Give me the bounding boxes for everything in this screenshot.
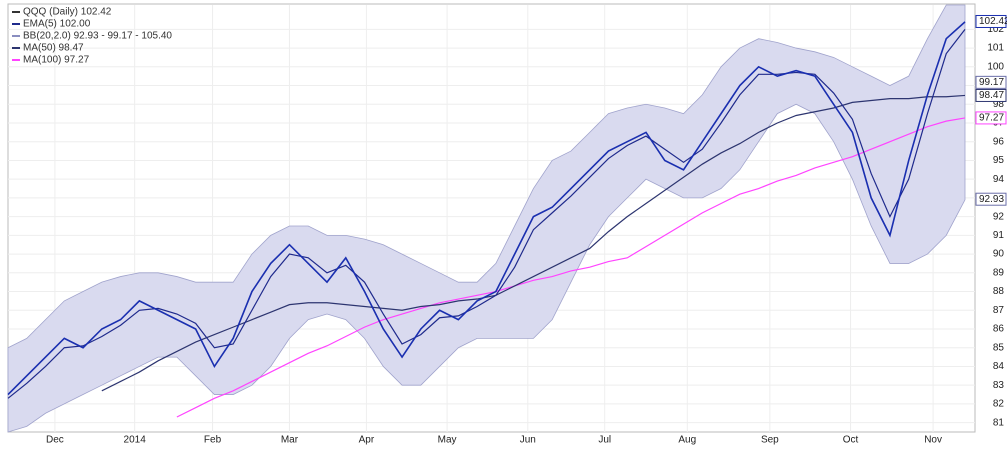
x-tick-label: Apr xyxy=(359,435,375,446)
y-tick-label: 92 xyxy=(993,211,1005,222)
last-value-tag xyxy=(975,192,1007,206)
y-tick-label: 91 xyxy=(993,230,1005,241)
last-value-label: 102.42 xyxy=(979,16,1007,27)
last-value-tag xyxy=(975,88,1007,102)
last-value-label: 97.27 xyxy=(979,113,1004,124)
y-tick-label: 83 xyxy=(993,380,1005,391)
last-value-label: 92.93 xyxy=(979,194,1004,205)
y-tick-label: 90 xyxy=(993,249,1005,260)
y-tick-label: 100 xyxy=(987,61,1004,72)
x-tick-label: Feb xyxy=(204,435,222,446)
last-value-tag xyxy=(975,111,1007,125)
last-value-tag xyxy=(975,14,1007,28)
x-tick-label: Nov xyxy=(924,435,942,446)
x-tick-label: Oct xyxy=(843,435,859,446)
y-tick-label: 101 xyxy=(987,43,1004,54)
y-tick-label: 86 xyxy=(993,324,1005,335)
y-tick-label: 87 xyxy=(993,305,1005,316)
last-value-label: 99.17 xyxy=(979,77,1004,88)
y-tick-label: 84 xyxy=(993,361,1005,372)
y-tick-label: 98 xyxy=(993,99,1005,110)
x-tick-label: Jul xyxy=(598,435,611,446)
legend-label: BB(20,2.0) 92.93 - 99.17 - 105.40 xyxy=(23,31,172,42)
legend-label: MA(50) 98.47 xyxy=(23,43,84,54)
y-tick-label: 96 xyxy=(993,136,1005,147)
legend-label: QQQ (Daily) 102.42 xyxy=(23,7,112,18)
series-line xyxy=(176,117,966,418)
x-tick-label: Aug xyxy=(678,435,696,446)
last-value-tag xyxy=(975,75,1007,89)
x-tick-label: 2014 xyxy=(124,435,147,446)
y-tick-label: 81 xyxy=(993,417,1005,428)
y-tick-label: 89 xyxy=(993,267,1005,278)
legend-label: EMA(5) 102.00 xyxy=(23,19,91,30)
x-tick-label: Mar xyxy=(281,435,299,446)
y-tick-label: 94 xyxy=(993,174,1005,185)
last-value-label: 98.47 xyxy=(979,90,1004,101)
marks: 102.42 99.17 98.47 97.27 92.93 xyxy=(7,4,1007,433)
series-line xyxy=(7,21,966,396)
x-tick-label: Sep xyxy=(761,435,779,446)
y-tick-label: 88 xyxy=(993,286,1005,297)
x-tick-label: Dec xyxy=(46,435,64,446)
x-tick-label: Jun xyxy=(520,435,536,446)
bollinger-band xyxy=(7,4,966,433)
y-tick-label: 85 xyxy=(993,342,1005,353)
legend-label: MA(100) 97.27 xyxy=(23,55,90,66)
y-tick-label: 95 xyxy=(993,155,1005,166)
plot-frame xyxy=(7,3,976,433)
y-tick-label: 102 xyxy=(987,24,1004,35)
x-tick-label: May xyxy=(438,435,457,446)
y-tick-label: 82 xyxy=(993,399,1005,410)
